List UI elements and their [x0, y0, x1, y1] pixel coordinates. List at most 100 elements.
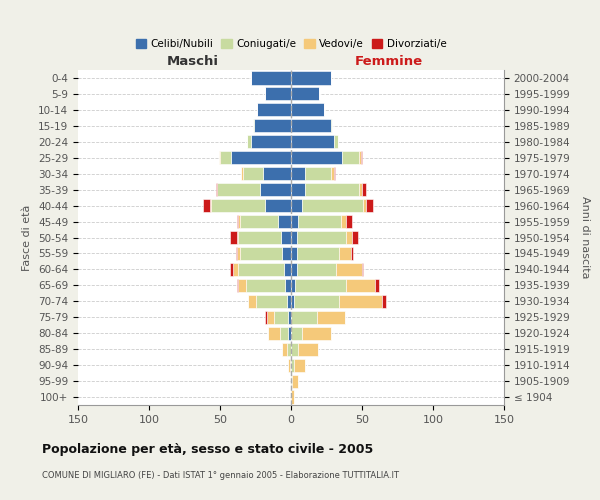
- Bar: [251, 135, 291, 148]
- Bar: [362, 263, 364, 276]
- Bar: [291, 358, 294, 372]
- Bar: [241, 167, 243, 180]
- Bar: [291, 151, 342, 164]
- Bar: [284, 263, 291, 276]
- Bar: [260, 183, 291, 196]
- Bar: [248, 295, 256, 308]
- Bar: [346, 215, 352, 228]
- Bar: [238, 263, 284, 276]
- Bar: [346, 279, 375, 292]
- Y-axis label: Anni di nascita: Anni di nascita: [580, 196, 590, 279]
- Bar: [283, 247, 291, 260]
- Bar: [203, 199, 210, 212]
- Bar: [341, 215, 346, 228]
- Bar: [265, 88, 291, 101]
- Bar: [281, 231, 291, 244]
- Bar: [265, 199, 291, 212]
- Bar: [364, 199, 366, 212]
- Bar: [291, 183, 305, 196]
- Bar: [291, 72, 331, 85]
- Bar: [361, 151, 362, 164]
- Bar: [232, 151, 291, 164]
- Bar: [257, 104, 291, 117]
- Bar: [291, 295, 294, 308]
- Bar: [286, 279, 291, 292]
- Bar: [296, 231, 346, 244]
- Bar: [287, 295, 291, 308]
- Bar: [267, 310, 274, 324]
- Bar: [382, 295, 386, 308]
- Bar: [288, 358, 290, 372]
- Bar: [317, 310, 345, 324]
- Text: COMUNE DI MIGLIARO (FE) - Dati ISTAT 1° gennaio 2005 - Elaborazione TUTTITALIA.I: COMUNE DI MIGLIARO (FE) - Dati ISTAT 1° …: [42, 471, 399, 480]
- Bar: [291, 390, 294, 404]
- Bar: [247, 135, 251, 148]
- Bar: [362, 183, 366, 196]
- Bar: [291, 263, 296, 276]
- Bar: [237, 231, 238, 244]
- Bar: [295, 279, 346, 292]
- Bar: [230, 231, 237, 244]
- Bar: [210, 199, 211, 212]
- Bar: [302, 326, 331, 340]
- Bar: [296, 263, 337, 276]
- Bar: [359, 183, 362, 196]
- Bar: [294, 295, 339, 308]
- Bar: [339, 247, 350, 260]
- Bar: [331, 167, 334, 180]
- Bar: [220, 151, 232, 164]
- Bar: [216, 183, 217, 196]
- Bar: [334, 167, 335, 180]
- Bar: [291, 215, 298, 228]
- Bar: [237, 247, 240, 260]
- Bar: [291, 135, 334, 148]
- Bar: [238, 215, 240, 228]
- Bar: [211, 199, 265, 212]
- Bar: [305, 167, 331, 180]
- Bar: [350, 247, 353, 260]
- Bar: [243, 167, 263, 180]
- Bar: [296, 247, 339, 260]
- Bar: [237, 279, 238, 292]
- Bar: [280, 326, 288, 340]
- Bar: [291, 326, 302, 340]
- Bar: [245, 279, 286, 292]
- Bar: [230, 263, 233, 276]
- Bar: [218, 151, 220, 164]
- Bar: [291, 88, 319, 101]
- Bar: [346, 231, 352, 244]
- Bar: [291, 120, 331, 132]
- Bar: [283, 342, 287, 355]
- Bar: [263, 167, 291, 180]
- Bar: [238, 279, 245, 292]
- Bar: [274, 310, 288, 324]
- Bar: [288, 310, 291, 324]
- Bar: [237, 215, 238, 228]
- Bar: [290, 358, 291, 372]
- Bar: [359, 151, 361, 164]
- Bar: [291, 199, 302, 212]
- Bar: [233, 263, 238, 276]
- Bar: [217, 183, 260, 196]
- Bar: [268, 326, 280, 340]
- Bar: [302, 199, 364, 212]
- Bar: [291, 310, 317, 324]
- Bar: [236, 247, 237, 260]
- Bar: [256, 295, 287, 308]
- Bar: [366, 199, 373, 212]
- Bar: [375, 279, 379, 292]
- Bar: [352, 231, 358, 244]
- Bar: [251, 72, 291, 85]
- Bar: [291, 104, 323, 117]
- Text: Maschi: Maschi: [167, 56, 219, 68]
- Bar: [292, 374, 298, 388]
- Bar: [294, 358, 305, 372]
- Bar: [240, 215, 278, 228]
- Bar: [334, 135, 338, 148]
- Bar: [342, 151, 359, 164]
- Bar: [291, 374, 292, 388]
- Bar: [291, 231, 296, 244]
- Bar: [339, 295, 382, 308]
- Legend: Celibi/Nubili, Coniugati/e, Vedovi/e, Divorziati/e: Celibi/Nubili, Coniugati/e, Vedovi/e, Di…: [131, 35, 451, 54]
- Bar: [331, 120, 332, 132]
